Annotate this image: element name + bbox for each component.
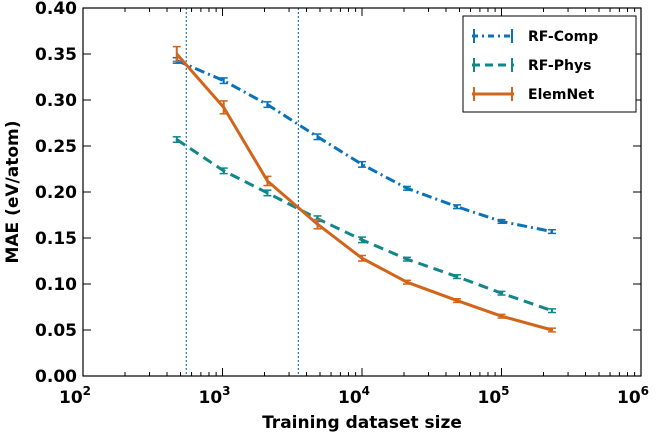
error-bar <box>402 256 411 262</box>
y-tick-label: 0.40 <box>35 0 77 19</box>
error-bar <box>219 100 228 115</box>
error-bar <box>453 274 462 280</box>
error-bar <box>547 327 556 333</box>
y-tick-label: 0.05 <box>35 321 77 341</box>
series-line-rf-comp <box>176 59 553 234</box>
error-bar <box>263 101 272 109</box>
y-tick-label: 0.25 <box>35 137 77 157</box>
error-bar <box>547 308 556 314</box>
x-tick-label: 104 <box>338 384 370 408</box>
legend: RF-Comp RF-Phys ElemNet <box>462 15 637 113</box>
error-bar <box>172 45 181 63</box>
y-tick-label: 0.00 <box>35 367 77 387</box>
x-tick-label-exponent: 3 <box>222 384 230 398</box>
y-axis-title: MAE (eV/atom) <box>3 120 23 263</box>
y-tick-label: 0.35 <box>35 45 77 65</box>
y-tick-label: 0.20 <box>35 183 77 203</box>
error-bar <box>172 136 181 144</box>
error-bar <box>219 167 228 175</box>
error-bar <box>402 185 411 191</box>
error-bar <box>453 204 462 210</box>
error-bar <box>263 189 272 197</box>
x-axis-title: Training dataset size <box>262 413 462 432</box>
error-bar <box>219 77 228 85</box>
x-tick-label: 102 <box>59 384 91 408</box>
x-tick-label-exponent: 6 <box>641 384 649 398</box>
y-tick-label: 0.30 <box>35 91 77 111</box>
error-bar <box>263 175 272 187</box>
legend-label: RF-Comp <box>528 29 598 45</box>
legend-label: ElemNet <box>528 87 595 103</box>
error-bar <box>402 279 411 285</box>
y-tick-label: 0.15 <box>35 229 77 249</box>
x-tick-label-base: 10 <box>617 388 641 408</box>
error-bar <box>497 290 506 296</box>
error-bar <box>358 254 366 262</box>
x-tick-label-exponent: 4 <box>362 384 370 398</box>
x-tick-label-exponent: 2 <box>83 384 91 398</box>
legend-label: RF-Phys <box>528 58 591 74</box>
error-bar <box>547 228 556 235</box>
x-tick-label: 106 <box>617 384 649 408</box>
error-bar <box>313 133 322 141</box>
y-tick-label: 0.10 <box>35 275 77 295</box>
x-tick-label-base: 10 <box>338 388 362 408</box>
x-tick-label-base: 10 <box>198 388 222 408</box>
series-group <box>172 45 556 333</box>
error-bar <box>453 297 462 304</box>
error-bar <box>358 236 366 244</box>
error-bar <box>358 160 366 168</box>
error-bar <box>313 218 322 230</box>
x-tick-label: 103 <box>198 384 230 408</box>
error-bar <box>497 313 506 319</box>
x-tick-label: 105 <box>477 384 509 408</box>
error-bar <box>497 218 506 225</box>
x-tick-label-base: 10 <box>477 388 501 408</box>
x-tick-label-exponent: 5 <box>501 384 509 398</box>
x-tick-label-base: 10 <box>59 388 83 408</box>
